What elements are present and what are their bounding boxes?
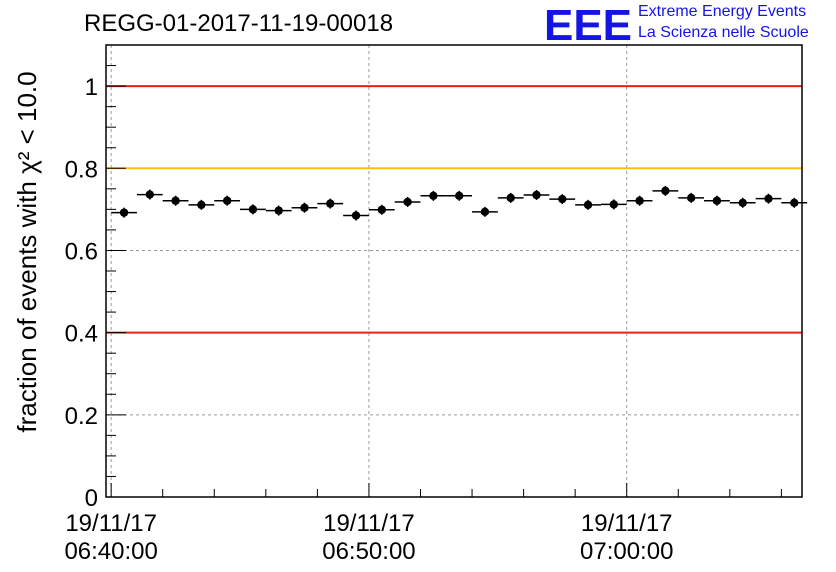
data-marker <box>583 200 593 210</box>
y-tick-label: 0.4 <box>65 321 98 348</box>
logo-caption-line2: La Scienza nelle Scuole <box>638 24 809 41</box>
data-point <box>549 194 576 205</box>
data-point <box>214 195 241 206</box>
data-point <box>523 189 550 200</box>
data-marker <box>532 190 541 200</box>
data-marker <box>403 197 412 207</box>
x-tick-label-date: 19/11/17 <box>65 510 157 537</box>
data-marker <box>454 191 464 201</box>
data-marker <box>738 198 747 207</box>
data-points <box>111 185 808 221</box>
data-point <box>729 197 756 208</box>
data-marker <box>686 193 696 203</box>
x-tick-label-time: 06:50:00 <box>322 538 415 565</box>
reference-lines <box>106 85 802 334</box>
data-point <box>343 210 369 221</box>
y-tick-label: 1 <box>85 74 98 101</box>
data-point <box>626 195 653 206</box>
data-marker <box>326 199 335 208</box>
data-marker <box>145 190 155 199</box>
data-point <box>291 202 318 213</box>
data-point <box>240 204 266 215</box>
data-point <box>497 192 524 203</box>
data-marker <box>609 200 619 209</box>
y-tick-label: 0.8 <box>65 156 98 183</box>
x-tick-label-date: 19/11/17 <box>323 510 415 537</box>
data-point <box>162 195 189 206</box>
data-marker <box>248 205 258 214</box>
y-tick-label: 0.2 <box>65 403 98 430</box>
x-tick-label-date: 19/11/17 <box>581 510 673 537</box>
data-point <box>317 198 344 209</box>
grid-layer <box>106 45 802 497</box>
data-point <box>781 197 808 208</box>
data-point <box>704 195 730 206</box>
data-point <box>472 206 498 217</box>
axes: 00.20.40.60.8119/11/1706:40:0019/11/1706… <box>64 44 782 565</box>
eee-logo: EEE <box>544 2 632 44</box>
data-point <box>420 190 447 201</box>
x-tick-label-time: 07:00:00 <box>580 538 673 565</box>
eee-logo-text: EEE <box>544 2 632 44</box>
data-marker <box>764 194 773 203</box>
data-point <box>111 207 137 218</box>
logo-caption-line1: Extreme Energy Events <box>638 3 807 20</box>
data-point <box>755 193 782 204</box>
data-point <box>265 205 292 216</box>
x-tick-label-time: 06:40:00 <box>64 538 157 565</box>
data-point <box>394 196 421 207</box>
data-marker <box>377 205 387 214</box>
data-point <box>188 199 215 210</box>
y-tick-label: 0.6 <box>65 238 98 265</box>
data-point <box>652 185 679 196</box>
data-point <box>368 204 395 215</box>
data-marker <box>506 193 515 203</box>
chart-title: REGG-01-2017-11-19-00018 <box>84 10 394 37</box>
data-point <box>678 192 705 203</box>
data-marker <box>712 196 722 205</box>
data-marker <box>197 200 206 210</box>
data-marker <box>661 186 670 196</box>
data-marker <box>274 206 283 215</box>
data-marker <box>222 196 232 205</box>
data-marker <box>171 196 180 205</box>
data-marker <box>635 196 644 205</box>
data-marker <box>119 208 129 217</box>
y-axis-label: fraction of events with χ² < 10.0 <box>12 71 42 432</box>
data-marker <box>480 207 490 217</box>
y-tick-label: 0 <box>85 485 98 512</box>
plot-frame <box>105 44 803 498</box>
data-marker <box>351 211 361 220</box>
data-marker <box>429 191 438 201</box>
data-marker <box>790 198 799 207</box>
data-marker <box>558 194 567 204</box>
data-point <box>575 199 601 210</box>
data-point <box>600 199 627 210</box>
data-point <box>136 189 163 200</box>
data-marker <box>300 203 309 212</box>
data-point <box>446 190 473 201</box>
